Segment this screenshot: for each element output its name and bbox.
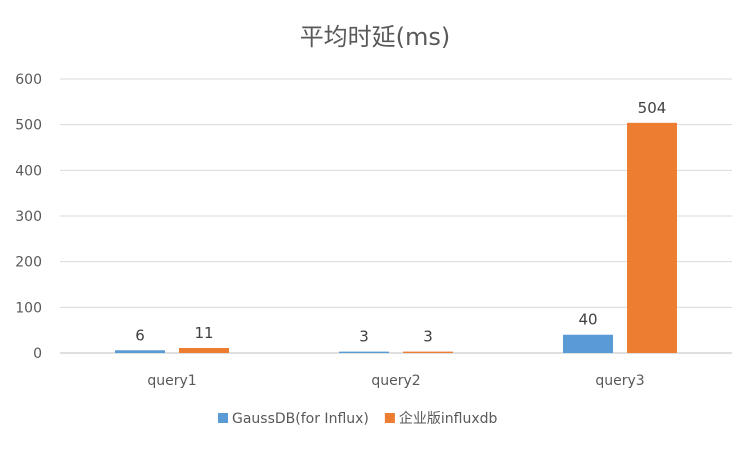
y-tick-label: 500: [15, 118, 42, 134]
bar: [339, 351, 389, 353]
data-label: 3: [359, 328, 369, 346]
y-tick-label: 0: [33, 346, 42, 362]
y-tick-label: 400: [15, 163, 42, 179]
data-label: 504: [638, 99, 667, 117]
bar: [563, 334, 613, 353]
x-tick-label: query1: [147, 373, 196, 389]
bar: [403, 351, 453, 353]
x-tick-label: query2: [371, 373, 420, 389]
legend-label: 企业版influxdb: [399, 410, 498, 427]
bar: [115, 350, 165, 353]
y-tick-label: 200: [15, 255, 42, 271]
x-tick-label: query3: [595, 373, 644, 389]
legend-swatch: [384, 413, 395, 423]
y-tick-label: 300: [15, 209, 42, 225]
data-label: 40: [578, 311, 597, 329]
bar: [179, 347, 229, 353]
data-label: 11: [194, 324, 213, 342]
legend-swatch: [218, 413, 228, 423]
data-label: 6: [135, 326, 145, 344]
y-tick-label: 600: [15, 72, 42, 88]
y-tick-label: 100: [15, 300, 42, 316]
chart-title: 平均时延(ms): [300, 23, 451, 51]
bar: [627, 122, 677, 353]
legend-label: GaussDB(for Influx): [232, 411, 369, 427]
data-label: 3: [423, 328, 433, 346]
